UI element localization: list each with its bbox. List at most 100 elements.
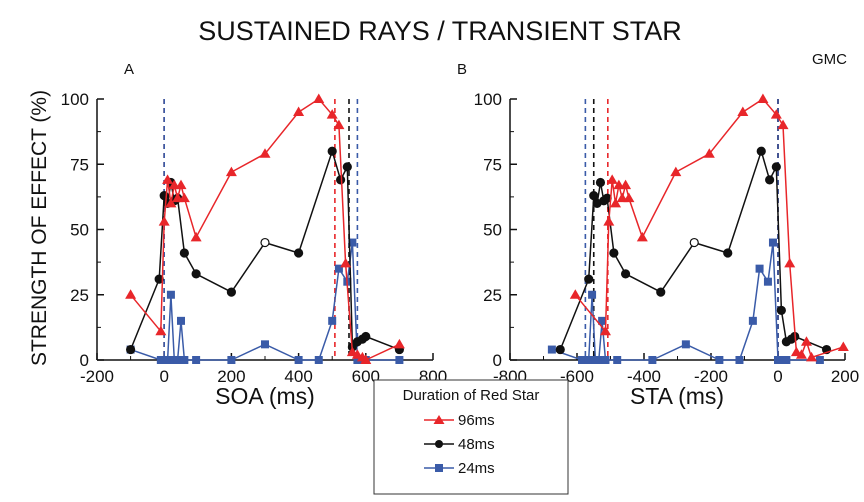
data-point-24ms bbox=[314, 356, 323, 364]
data-point-96ms bbox=[784, 257, 796, 268]
circle-marker-icon bbox=[435, 440, 443, 448]
data-point-96ms bbox=[610, 197, 622, 208]
data-point-96ms bbox=[670, 166, 682, 177]
data-point-96ms bbox=[393, 338, 405, 349]
data-point-96ms bbox=[175, 179, 187, 190]
data-point-24ms bbox=[584, 356, 593, 364]
data-point-48ms bbox=[756, 146, 766, 156]
x-tick-label: 200 bbox=[217, 367, 245, 386]
data-point-24ms bbox=[594, 356, 603, 364]
panel-a-label: A bbox=[124, 61, 134, 78]
legend-label-48ms: 48ms bbox=[458, 436, 495, 453]
chart-title: SUSTAINED RAYS / TRANSIENT STAR bbox=[198, 16, 682, 46]
y-tick-label: 100 bbox=[474, 90, 502, 109]
data-point-96ms bbox=[636, 231, 648, 242]
data-point-24ms bbox=[735, 356, 744, 364]
x-tick-label: 0 bbox=[159, 367, 168, 386]
legend: Duration of Red Star 96ms 48ms 24ms bbox=[373, 379, 569, 495]
data-point-96ms bbox=[360, 354, 372, 364]
y-tick-label: 75 bbox=[483, 155, 502, 174]
data-point-96ms bbox=[837, 341, 849, 351]
data-point-96ms bbox=[313, 93, 325, 103]
data-point-24ms bbox=[774, 356, 782, 364]
data-point-96ms bbox=[795, 349, 807, 359]
data-point-24ms bbox=[763, 277, 772, 286]
x-axis-label-soa: SOA (ms) bbox=[215, 383, 315, 409]
data-point-96ms bbox=[259, 148, 271, 158]
data-point-24ms bbox=[261, 340, 269, 349]
y-axis-title: STRENGTH OF EFFECT (%) bbox=[28, 90, 51, 366]
y-tick-label: 25 bbox=[483, 286, 502, 305]
credit-label: GMC bbox=[812, 51, 847, 68]
data-point-48ms bbox=[294, 248, 304, 258]
data-point-96ms bbox=[125, 289, 137, 299]
data-point-24ms bbox=[395, 356, 404, 364]
data-point-48ms bbox=[609, 248, 619, 258]
data-point-96ms bbox=[158, 216, 170, 226]
data-point-48ms bbox=[179, 248, 189, 258]
legend-entry-24ms: 24ms bbox=[424, 460, 495, 477]
y-tick-label: 0 bbox=[80, 351, 89, 370]
data-point-96ms bbox=[757, 93, 769, 103]
data-point-24ms bbox=[782, 356, 791, 364]
x-axis-label-sta: STA (ms) bbox=[630, 383, 724, 409]
data-point-24ms bbox=[348, 238, 357, 247]
x-tick-label: -200 bbox=[80, 367, 114, 386]
data-point-96ms bbox=[155, 325, 167, 336]
legend-title: Duration of Red Star bbox=[403, 387, 540, 404]
data-point-96ms bbox=[293, 106, 305, 117]
triangle-marker-icon bbox=[433, 415, 445, 424]
data-point-48ms bbox=[226, 287, 236, 297]
series-line-24ms bbox=[551, 241, 820, 361]
data-point-24ms bbox=[173, 356, 182, 364]
data-point-96ms bbox=[333, 119, 345, 130]
data-point-24ms bbox=[547, 345, 556, 354]
data-point-24ms bbox=[353, 356, 362, 364]
data-point-48ms bbox=[689, 237, 699, 248]
legend-entry-96ms: 96ms bbox=[424, 412, 495, 429]
legend-entry-48ms: 48ms bbox=[424, 436, 495, 453]
y-tick-label: 100 bbox=[61, 90, 89, 109]
data-point-48ms bbox=[555, 344, 565, 355]
data-point-24ms bbox=[613, 356, 622, 364]
data-point-96ms bbox=[623, 192, 635, 203]
data-point-96ms bbox=[162, 174, 174, 184]
x-tick-label: 600 bbox=[352, 367, 380, 386]
legend-label-96ms: 96ms bbox=[458, 412, 495, 429]
legend-label-24ms: 24ms bbox=[458, 460, 495, 477]
data-point-24ms bbox=[748, 316, 757, 325]
data-point-24ms bbox=[681, 340, 690, 349]
data-point-96ms bbox=[620, 179, 632, 190]
data-point-48ms bbox=[260, 237, 270, 248]
y-tick-label: 25 bbox=[70, 286, 89, 305]
data-point-96ms bbox=[599, 325, 611, 336]
data-point-48ms bbox=[771, 162, 781, 172]
y-tick-label: 0 bbox=[493, 351, 502, 370]
x-tick-label: 400 bbox=[284, 367, 312, 386]
data-point-96ms bbox=[603, 216, 615, 226]
panel-b-label: B bbox=[457, 61, 467, 78]
x-tick-label: -200 bbox=[694, 367, 728, 386]
data-point-24ms bbox=[648, 356, 657, 364]
data-point-24ms bbox=[588, 290, 597, 299]
data-point-24ms bbox=[334, 264, 343, 273]
series-line-24ms bbox=[130, 241, 400, 361]
series-line-96ms bbox=[130, 98, 400, 361]
data-point-96ms bbox=[737, 106, 749, 117]
data-point-24ms bbox=[755, 264, 764, 273]
legend-box bbox=[373, 379, 569, 495]
data-point-96ms bbox=[326, 109, 338, 119]
data-point-48ms bbox=[191, 269, 201, 279]
x-tick-label: -400 bbox=[627, 367, 661, 386]
data-point-96ms bbox=[800, 336, 812, 346]
data-point-48ms bbox=[723, 248, 733, 258]
data-point-48ms bbox=[595, 177, 606, 188]
data-point-24ms bbox=[166, 290, 175, 299]
data-point-48ms bbox=[361, 331, 371, 342]
data-point-48ms bbox=[589, 190, 599, 201]
y-tick-label: 75 bbox=[70, 155, 89, 174]
data-point-24ms bbox=[192, 356, 201, 364]
data-point-24ms bbox=[177, 316, 185, 325]
y-axis-label: STRENGTH OF EFFECT (%) bbox=[28, 90, 51, 366]
